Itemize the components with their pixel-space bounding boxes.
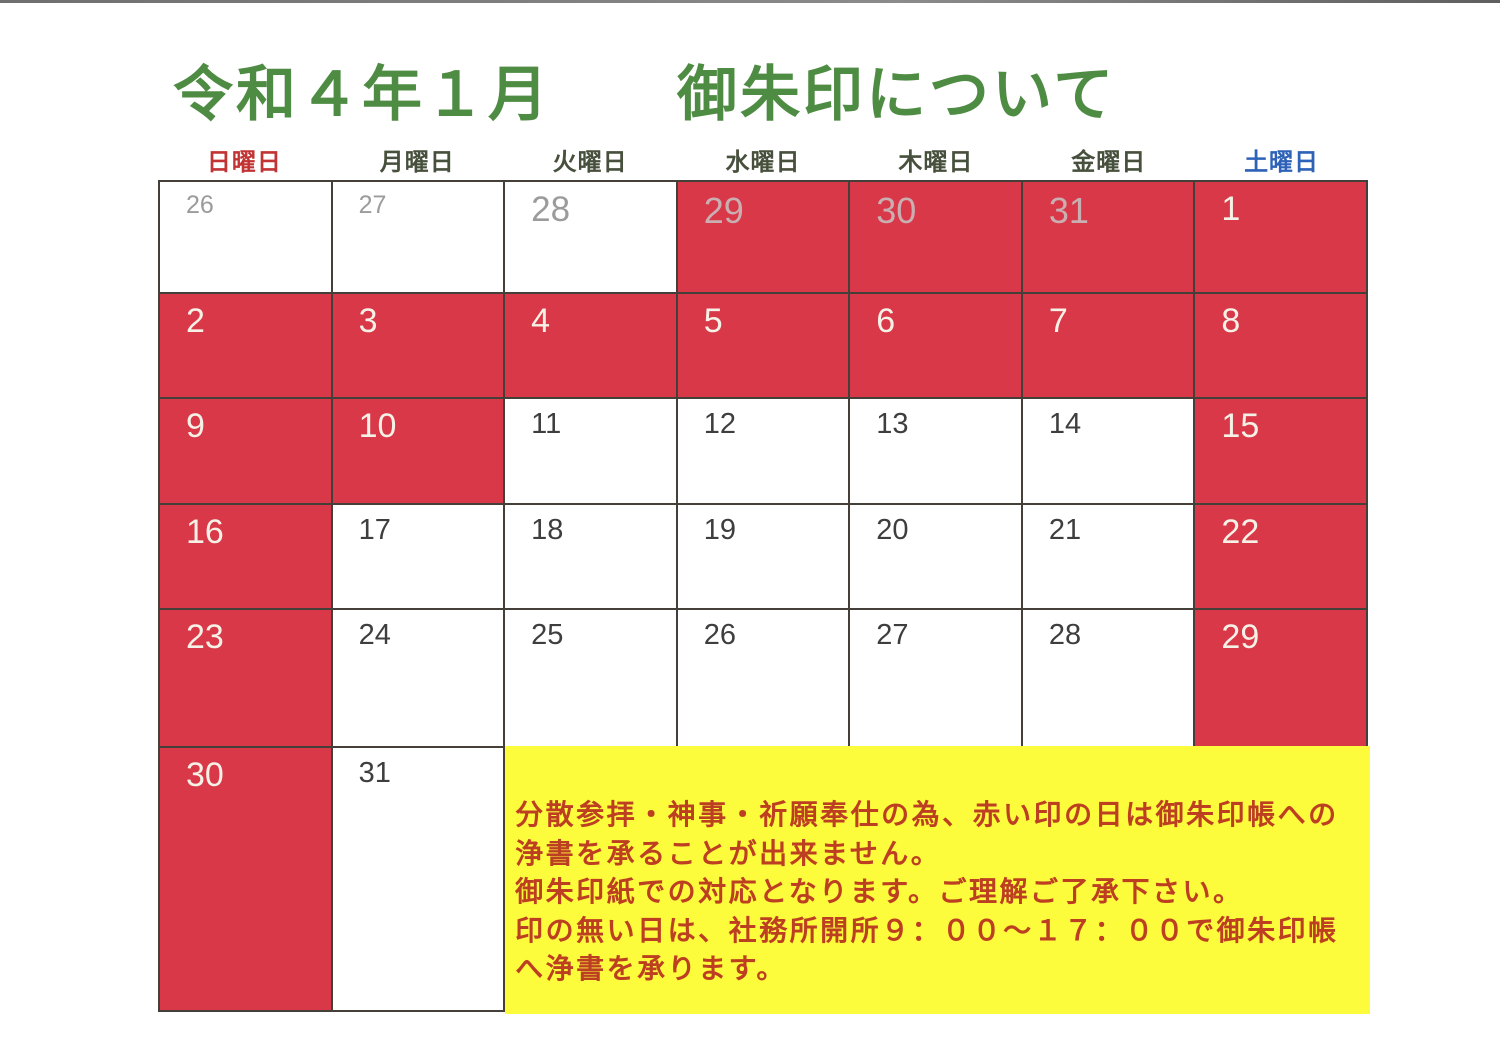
calendar-day-cell: 4 [505, 294, 678, 399]
calendar-day-cell: 30 [160, 748, 333, 1012]
calendar-day-cell: 27 [332, 182, 506, 294]
calendar-day-cell: 6 [850, 294, 1023, 399]
calendar-day-cell: 29 [677, 182, 851, 294]
calendar-day-cell: 2 [160, 294, 333, 399]
weekday-header-thursday: 木曜日 [898, 149, 974, 176]
calendar-day-cell: 31 [1022, 182, 1196, 294]
calendar-day-cell: 13 [850, 399, 1023, 505]
calendar-day-cell: 24 [332, 610, 506, 748]
weekday-header-saturday: 土曜日 [1244, 149, 1320, 176]
calendar-day-cell: 5 [677, 294, 851, 399]
calendar-day-cell: 29 [1195, 610, 1368, 748]
calendar-day-cell: 20 [850, 505, 1023, 610]
calendar-day-cell: 9 [160, 399, 333, 505]
calendar-day-cell: 18 [505, 505, 678, 610]
weekday-header-monday: 月曜日 [379, 149, 455, 176]
calendar-day-cell: 21 [1022, 505, 1196, 610]
notice-line: へ浄書を承ります。 [515, 952, 787, 985]
calendar-day-cell: 23 [160, 610, 333, 748]
calendar-day-cell: 8 [1195, 294, 1368, 399]
calendar-day-cell: 27 [850, 610, 1023, 748]
calendar-day-cell: 3 [332, 294, 506, 399]
calendar-day-cell: 15 [1195, 399, 1368, 505]
scan-top-edge [0, 0, 1500, 3]
calendar-day-cell: 25 [505, 610, 678, 748]
weekday-header-friday: 金曜日 [1071, 149, 1147, 176]
calendar-day-cell: 28 [1022, 610, 1196, 748]
calendar-day-cell: 26 [677, 610, 851, 748]
notice-line: 分散参拝・神事・祈願奉仕の為、赤い印の日は御朱印帳への [515, 798, 1339, 831]
calendar-day-cell: 7 [1022, 294, 1196, 399]
calendar-day-cell: 26 [160, 182, 333, 294]
calendar-day-cell: 10 [332, 399, 506, 505]
notice-line: 御朱印紙での対応となります。ご理解ご了承下さい。 [515, 875, 1244, 908]
weekday-header-tuesday: 火曜日 [552, 149, 628, 176]
notice-box: 分散参拝・神事・祈願奉仕の為、赤い印の日は御朱印帳への 浄書を承ることが出来ませ… [505, 746, 1370, 1014]
calendar-day-cell: 11 [505, 399, 678, 505]
calendar-day-cell: 19 [677, 505, 851, 610]
calendar-day-cell: 22 [1195, 505, 1368, 610]
calendar-day-cell: 17 [332, 505, 506, 610]
calendar-day-cell: 1 [1195, 182, 1368, 294]
notice-line: 浄書を承ることが出来ません。 [515, 836, 942, 870]
calendar-day-cell: 12 [677, 399, 851, 505]
calendar-day-cell: 14 [1022, 399, 1196, 505]
calendar-day-cell: 16 [160, 505, 333, 610]
notice-line: 印の無い日は、社務所開所９：００～１７：００で御朱印帳 [515, 913, 1339, 947]
page-title: 令和４年１月 御朱印について [173, 61, 1117, 128]
weekday-header-row: 日曜日 月曜日 火曜日 水曜日 木曜日 金曜日 土曜日 [158, 146, 1368, 180]
weekday-header-sunday: 日曜日 [206, 149, 282, 176]
calendar-grid: 26 27 28 29 30 31 1 2 3 4 5 6 7 8 9 10 1… [158, 180, 1370, 1014]
calendar-day-cell: 28 [505, 182, 678, 294]
weekday-header-wednesday: 水曜日 [725, 149, 801, 176]
calendar-day-cell: 31 [332, 748, 506, 1012]
calendar-day-cell: 30 [850, 182, 1023, 294]
